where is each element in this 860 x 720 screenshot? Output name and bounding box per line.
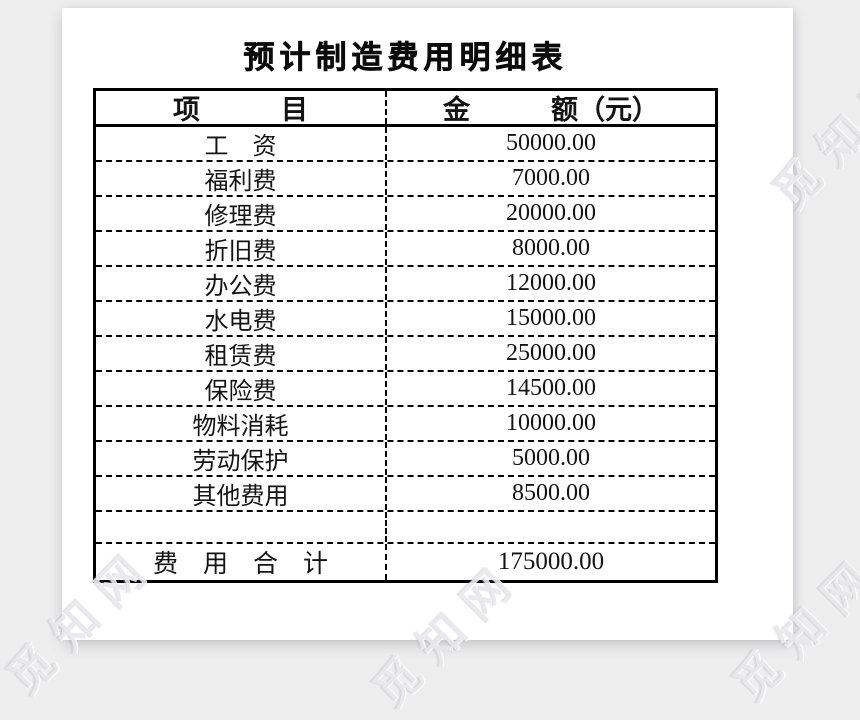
table-row: 劳动保护 5000.00 bbox=[96, 442, 715, 477]
item-cell: 费 用 合 计 bbox=[96, 544, 387, 580]
table-row: 租赁费 25000.00 bbox=[96, 337, 715, 372]
table-row: 办公费 12000.00 bbox=[96, 267, 715, 302]
item-cell: 福利费 bbox=[96, 162, 387, 195]
item-cell: 折旧费 bbox=[96, 232, 387, 265]
amount-cell: 175000.00 bbox=[497, 548, 605, 575]
item-cell: 工 资 bbox=[96, 127, 387, 160]
amount-cell: 15000.00 bbox=[506, 305, 596, 331]
amount-cell: 12000.00 bbox=[506, 270, 596, 296]
table-total-row: 费 用 合 计 175000.00 bbox=[96, 544, 715, 580]
amount-cell: 8000.00 bbox=[512, 235, 590, 261]
item-cell: 修理费 bbox=[96, 197, 387, 230]
amount-cell: 50000.00 bbox=[506, 130, 596, 156]
table-row: 工 资 50000.00 bbox=[96, 127, 715, 162]
amount-cell: 10000.00 bbox=[506, 410, 596, 436]
item-cell bbox=[96, 512, 387, 542]
item-cell: 物料消耗 bbox=[96, 407, 387, 440]
amount-cell: 25000.00 bbox=[506, 340, 596, 366]
amount-cell: 5000.00 bbox=[512, 445, 590, 471]
item-cell: 办公费 bbox=[96, 267, 387, 300]
item-cell: 其他费用 bbox=[96, 477, 387, 510]
table-row: 水电费 15000.00 bbox=[96, 302, 715, 337]
amount-cell: 8500.00 bbox=[512, 480, 590, 506]
amount-cell: 20000.00 bbox=[506, 200, 596, 226]
expense-table: 项 目 金 额（元） 工 资 50000.00 福利费 7000.00 修理费 20000… bbox=[93, 88, 718, 583]
canvas: 预计制造费用明细表 项 目 金 额（元） 工 资 50000.00 福利费 7000.… bbox=[0, 8, 860, 717]
table-row: 折旧费 8000.00 bbox=[96, 232, 715, 267]
header-cell-item: 项 目 bbox=[96, 91, 387, 125]
document-title: 预计制造费用明细表 bbox=[243, 40, 568, 76]
document-page: 预计制造费用明细表 项 目 金 额（元） 工 资 50000.00 福利费 7000.… bbox=[62, 8, 793, 640]
header-cell-amount: 金 额（元） bbox=[443, 95, 659, 125]
item-cell: 租赁费 bbox=[96, 337, 387, 370]
item-cell: 保险费 bbox=[96, 372, 387, 405]
table-header-row: 项 目 金 额（元） bbox=[96, 91, 715, 127]
amount-cell bbox=[387, 512, 715, 542]
amount-cell: 14500.00 bbox=[506, 375, 596, 401]
table-row: 福利费 7000.00 bbox=[96, 162, 715, 197]
table-row: 修理费 20000.00 bbox=[96, 197, 715, 232]
amount-cell: 7000.00 bbox=[512, 165, 590, 191]
table-row: 物料消耗 10000.00 bbox=[96, 407, 715, 442]
table-row: 保险费 14500.00 bbox=[96, 372, 715, 407]
table-row: 其他费用 8500.00 bbox=[96, 477, 715, 512]
table-empty-row bbox=[96, 512, 715, 544]
table-body: 工 资 50000.00 福利费 7000.00 修理费 20000.00 折旧费 8000.… bbox=[96, 127, 715, 580]
item-cell: 水电费 bbox=[96, 302, 387, 335]
item-cell: 劳动保护 bbox=[96, 442, 387, 475]
